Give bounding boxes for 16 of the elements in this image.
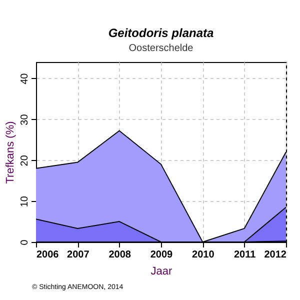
y-tick-label: 0 [20,239,30,246]
y-tick-label: 30 [20,114,30,126]
chart-subtitle: Oosterschelde [128,43,194,54]
y-tick-label: 20 [20,154,30,166]
x-tick-label: 2010 [192,250,215,260]
x-tick-label: 2011 [234,250,256,260]
y-axis-title: Trefkans (%) [4,121,16,184]
x-tick-label: 2008 [108,250,132,260]
x-axis-title: Jaar [150,266,173,278]
x-tick-label: 2007 [67,250,90,260]
x-tick-label: 2012 [264,250,287,260]
x-tick-label: 2009 [150,250,174,260]
chart-title: Geitodoris planata [108,26,214,40]
y-tick-label: 40 [20,72,30,84]
y-tick-label: 10 [20,196,30,208]
x-tick-label: 2006 [36,250,60,260]
